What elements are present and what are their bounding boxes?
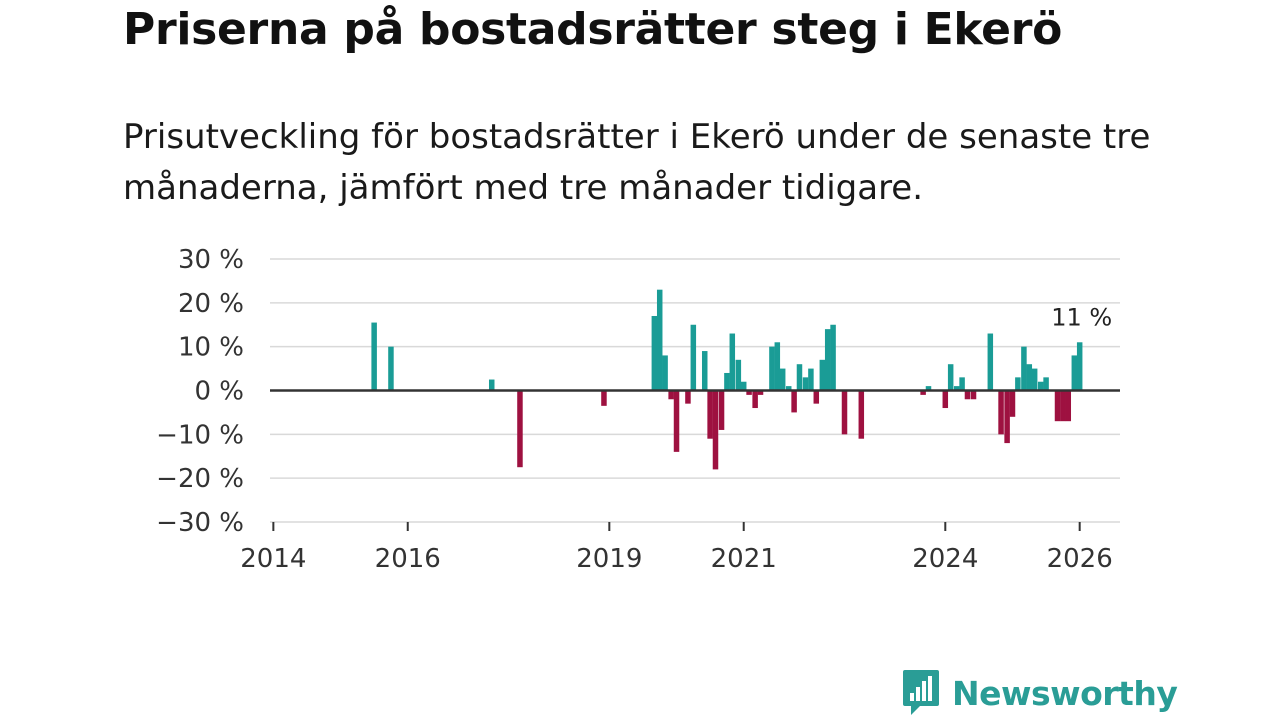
bar-positive <box>796 364 803 391</box>
y-tick-label: 10 % <box>178 333 244 363</box>
bar-positive <box>925 386 932 391</box>
bar-positive <box>830 324 836 391</box>
x-tick-label: 2021 <box>711 544 777 574</box>
bar-positive <box>1026 364 1033 391</box>
bar-positive <box>774 342 781 391</box>
chart-subtitle: Prisutveckling för bostadsrätter i Ekerö… <box>123 117 1151 208</box>
chart-title: Priserna på bostadsrätter steg i Ekerö <box>123 4 1063 55</box>
bar-negative <box>1060 390 1066 422</box>
bar-negative <box>1054 390 1061 422</box>
bar-positive <box>701 351 708 391</box>
bar-negative <box>858 390 865 439</box>
x-tick-label: 2024 <box>912 544 978 574</box>
bar-positive <box>779 368 786 391</box>
bar-positive <box>729 333 736 391</box>
y-tick-label: −10 % <box>156 420 244 450</box>
bar-positive <box>802 377 809 391</box>
bar-positive <box>656 289 663 391</box>
bar-positive <box>662 355 668 391</box>
bar-positive <box>388 346 394 391</box>
y-axis-labels: 30 % 20 % 10 % 0 % −10 % −20 % −30 % <box>156 245 244 538</box>
bar-negative <box>757 390 764 395</box>
bar-positive <box>785 386 792 391</box>
bar-negative <box>1004 390 1010 444</box>
bar-negative <box>668 390 674 400</box>
bar-negative <box>685 390 691 404</box>
bar-negative <box>791 390 797 413</box>
brand-logo: Newsworthy <box>902 668 1178 718</box>
bar-negative <box>517 390 523 468</box>
bar-negative <box>942 390 949 409</box>
bar-positive <box>953 386 960 391</box>
bar-negative <box>970 390 977 400</box>
brand-name: Newsworthy <box>952 673 1178 713</box>
bar-positive <box>1076 342 1083 391</box>
bar-positive <box>651 315 658 391</box>
bar-negative <box>813 390 820 404</box>
bar-negative <box>841 390 848 435</box>
bar-positive <box>1015 377 1021 391</box>
annotations: 11 % <box>1051 303 1112 331</box>
y-tick-label: 20 % <box>178 289 244 319</box>
bar-positive <box>1043 377 1049 391</box>
y-tick-label: −20 % <box>156 464 244 494</box>
bar-positive <box>690 324 697 391</box>
bar-negative <box>718 390 725 430</box>
x-tick-label: 2016 <box>375 544 441 574</box>
x-tick-label: 2026 <box>1047 544 1113 574</box>
bar-positive <box>808 368 814 391</box>
bar-positive <box>959 377 965 391</box>
bar-positive <box>769 346 775 391</box>
bars <box>371 289 1083 470</box>
bar-negative <box>601 390 607 406</box>
bar-negative <box>707 390 713 439</box>
bar-positive <box>740 381 747 391</box>
x-tick-label: 2014 <box>240 544 306 574</box>
bar-negative <box>998 390 1004 435</box>
bar-negative <box>746 390 752 395</box>
x-axis: 2014 2016 2019 2021 2024 2026 <box>240 521 1120 574</box>
bar-negative <box>752 390 758 409</box>
y-tick-label: −30 % <box>156 508 244 538</box>
bar-negative <box>1009 390 1016 417</box>
bar-positive <box>488 379 495 391</box>
bar-negative <box>1065 390 1072 422</box>
bar-positive <box>1021 346 1027 391</box>
bar-positive <box>1071 355 1078 391</box>
newsworthy-icon <box>903 670 939 715</box>
bar-positive <box>724 372 730 391</box>
bar-positive <box>947 364 954 391</box>
bar-positive <box>1031 368 1038 391</box>
y-tick-label: 0 % <box>194 377 244 407</box>
bar-positive <box>371 322 377 391</box>
bar-positive <box>824 329 831 391</box>
bar-positive <box>1037 381 1044 391</box>
bar-positive <box>735 359 742 391</box>
bar-negative <box>673 390 680 452</box>
x-tick-label: 2019 <box>576 544 642 574</box>
value-annotation: 11 % <box>1051 303 1112 331</box>
y-tick-label: 30 % <box>178 245 244 275</box>
bar-positive <box>819 359 826 391</box>
bar-negative <box>712 390 719 470</box>
gridlines <box>270 258 1120 479</box>
bar-positive <box>987 333 994 391</box>
bar-negative <box>964 390 971 400</box>
bar-negative <box>920 390 926 395</box>
